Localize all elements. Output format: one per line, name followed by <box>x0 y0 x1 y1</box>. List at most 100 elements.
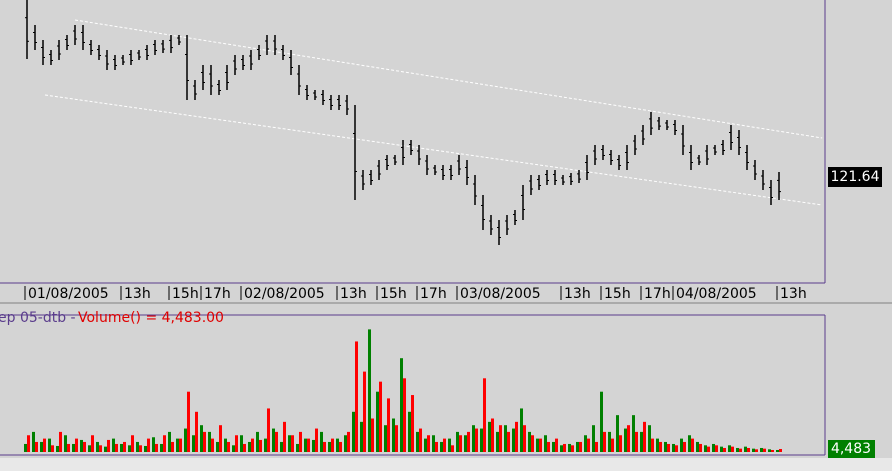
volume-bar <box>352 411 355 452</box>
volume-bar <box>504 425 507 452</box>
volume-bar <box>499 425 502 452</box>
volume-bar <box>224 438 227 452</box>
volume-bar <box>592 425 595 452</box>
volume-bar <box>283 421 286 452</box>
volume-bar <box>184 428 187 452</box>
volume-bar <box>648 425 651 452</box>
volume-bar <box>531 435 534 452</box>
volume-bar <box>472 425 475 452</box>
volume-bar <box>179 438 182 452</box>
volume-bar <box>659 441 662 452</box>
volume-bar <box>200 425 203 452</box>
volume-bar <box>544 435 547 452</box>
volume-bar <box>187 391 190 452</box>
volume-bar <box>416 431 419 452</box>
volume-bar <box>339 441 342 452</box>
volume-bar <box>440 441 443 452</box>
volume-bar <box>456 431 459 452</box>
volume-bar <box>315 428 318 452</box>
x-tick-label: 17h <box>204 286 231 302</box>
x-tick-label: 01/08/2005 <box>28 286 109 302</box>
volume-label: Volume() = 4,483.00 <box>78 310 224 326</box>
volume-bar <box>656 438 659 452</box>
volume-bar <box>192 435 195 452</box>
volume-bar <box>403 378 406 452</box>
volume-bar <box>176 438 179 452</box>
x-tick-label: 13h <box>340 286 367 302</box>
volume-bar <box>459 435 462 452</box>
volume-bar <box>51 445 54 452</box>
volume-bar <box>152 437 155 452</box>
volume-bar <box>707 446 710 452</box>
x-tick-label: 03/08/2005 <box>460 286 541 302</box>
volume-bar <box>160 443 163 452</box>
volume-bar <box>107 439 110 452</box>
x-tick-label: 15h <box>380 286 407 302</box>
volume-bar <box>747 447 750 452</box>
volume-bar <box>195 411 198 452</box>
volume-bar <box>67 443 70 452</box>
volume-bar <box>40 441 43 452</box>
volume-bar <box>280 441 283 452</box>
volume-bar <box>243 443 246 452</box>
volume-bar <box>355 341 358 452</box>
x-tick-label: 02/08/2005 <box>244 286 325 302</box>
volume-bar <box>483 378 486 452</box>
volume-bar <box>376 391 379 452</box>
volume-bar <box>643 421 646 452</box>
volume-bar <box>427 435 430 452</box>
volume-bar <box>112 438 115 452</box>
volume-bar <box>768 449 771 452</box>
volume-bar <box>392 418 395 452</box>
volume-bar <box>584 435 587 452</box>
volume-bar <box>688 435 691 452</box>
volume-bar <box>272 428 275 452</box>
volume-bar <box>304 438 307 452</box>
volume-bar <box>467 431 470 452</box>
volume-bar <box>395 425 398 452</box>
volume-bar <box>528 431 531 452</box>
volume-bar <box>776 449 779 452</box>
volume-bar <box>720 446 723 452</box>
volume-bar <box>208 431 211 452</box>
volume-bar <box>75 438 78 452</box>
volume-bar <box>739 448 742 452</box>
x-tick-label: 17h <box>420 286 447 302</box>
volume-bar <box>752 448 755 452</box>
volume-bar <box>371 418 374 452</box>
volume-bar <box>491 418 494 452</box>
status-band <box>0 458 892 471</box>
volume-bar <box>624 428 627 452</box>
volume-bar <box>35 441 38 452</box>
volume-bar <box>539 438 542 452</box>
volume-bar <box>360 421 363 452</box>
x-tick-label: 04/08/2005 <box>676 286 757 302</box>
volume-bar <box>704 445 707 452</box>
volume-bar <box>59 431 62 452</box>
x-tick-label: 17h <box>644 286 671 302</box>
volume-bar <box>488 421 491 452</box>
volume-bar <box>259 439 262 452</box>
volume-bar <box>155 443 158 452</box>
trendline <box>44 94 823 206</box>
volume-bar <box>600 391 603 452</box>
volume-bar <box>344 435 347 452</box>
volume-bar <box>547 441 550 452</box>
volume-bar <box>299 431 302 452</box>
volume-bar <box>328 441 331 452</box>
volume-bar <box>640 431 643 452</box>
volume-bar <box>384 425 387 452</box>
volume-bar <box>675 445 678 452</box>
volume-label-prefix: ep 05-dtb - <box>0 310 76 326</box>
volume-bar <box>696 441 699 452</box>
volume-bar <box>72 443 75 452</box>
volume-bar <box>24 443 27 452</box>
volume-bar <box>779 448 782 452</box>
volume-bar <box>632 415 635 452</box>
volume-bar <box>755 449 758 452</box>
volume-bar <box>616 415 619 452</box>
volume-bar <box>699 443 702 452</box>
volume-bar <box>136 441 139 452</box>
volume-bar <box>227 441 230 452</box>
